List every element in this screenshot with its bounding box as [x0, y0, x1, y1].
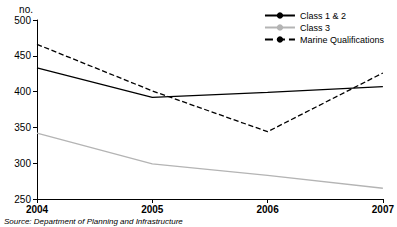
svg-text:no.: no. — [19, 4, 33, 15]
svg-text:450: 450 — [14, 50, 31, 61]
svg-text:2004: 2004 — [26, 204, 49, 215]
svg-text:Source: Department of Planning: Source: Department of Planning and Infra… — [4, 217, 183, 226]
svg-text:400: 400 — [14, 86, 31, 97]
svg-text:2005: 2005 — [141, 204, 164, 215]
svg-text:2006: 2006 — [256, 204, 279, 215]
svg-text:500: 500 — [14, 15, 31, 26]
svg-text:350: 350 — [14, 122, 31, 133]
svg-text:300: 300 — [14, 158, 31, 169]
svg-text:Marine Qualifications: Marine Qualifications — [300, 35, 385, 45]
svg-text:2007: 2007 — [372, 204, 395, 215]
svg-text:Class 3: Class 3 — [300, 23, 330, 33]
svg-text:Class 1 & 2: Class 1 & 2 — [300, 11, 346, 21]
svg-text:250: 250 — [14, 193, 31, 205]
